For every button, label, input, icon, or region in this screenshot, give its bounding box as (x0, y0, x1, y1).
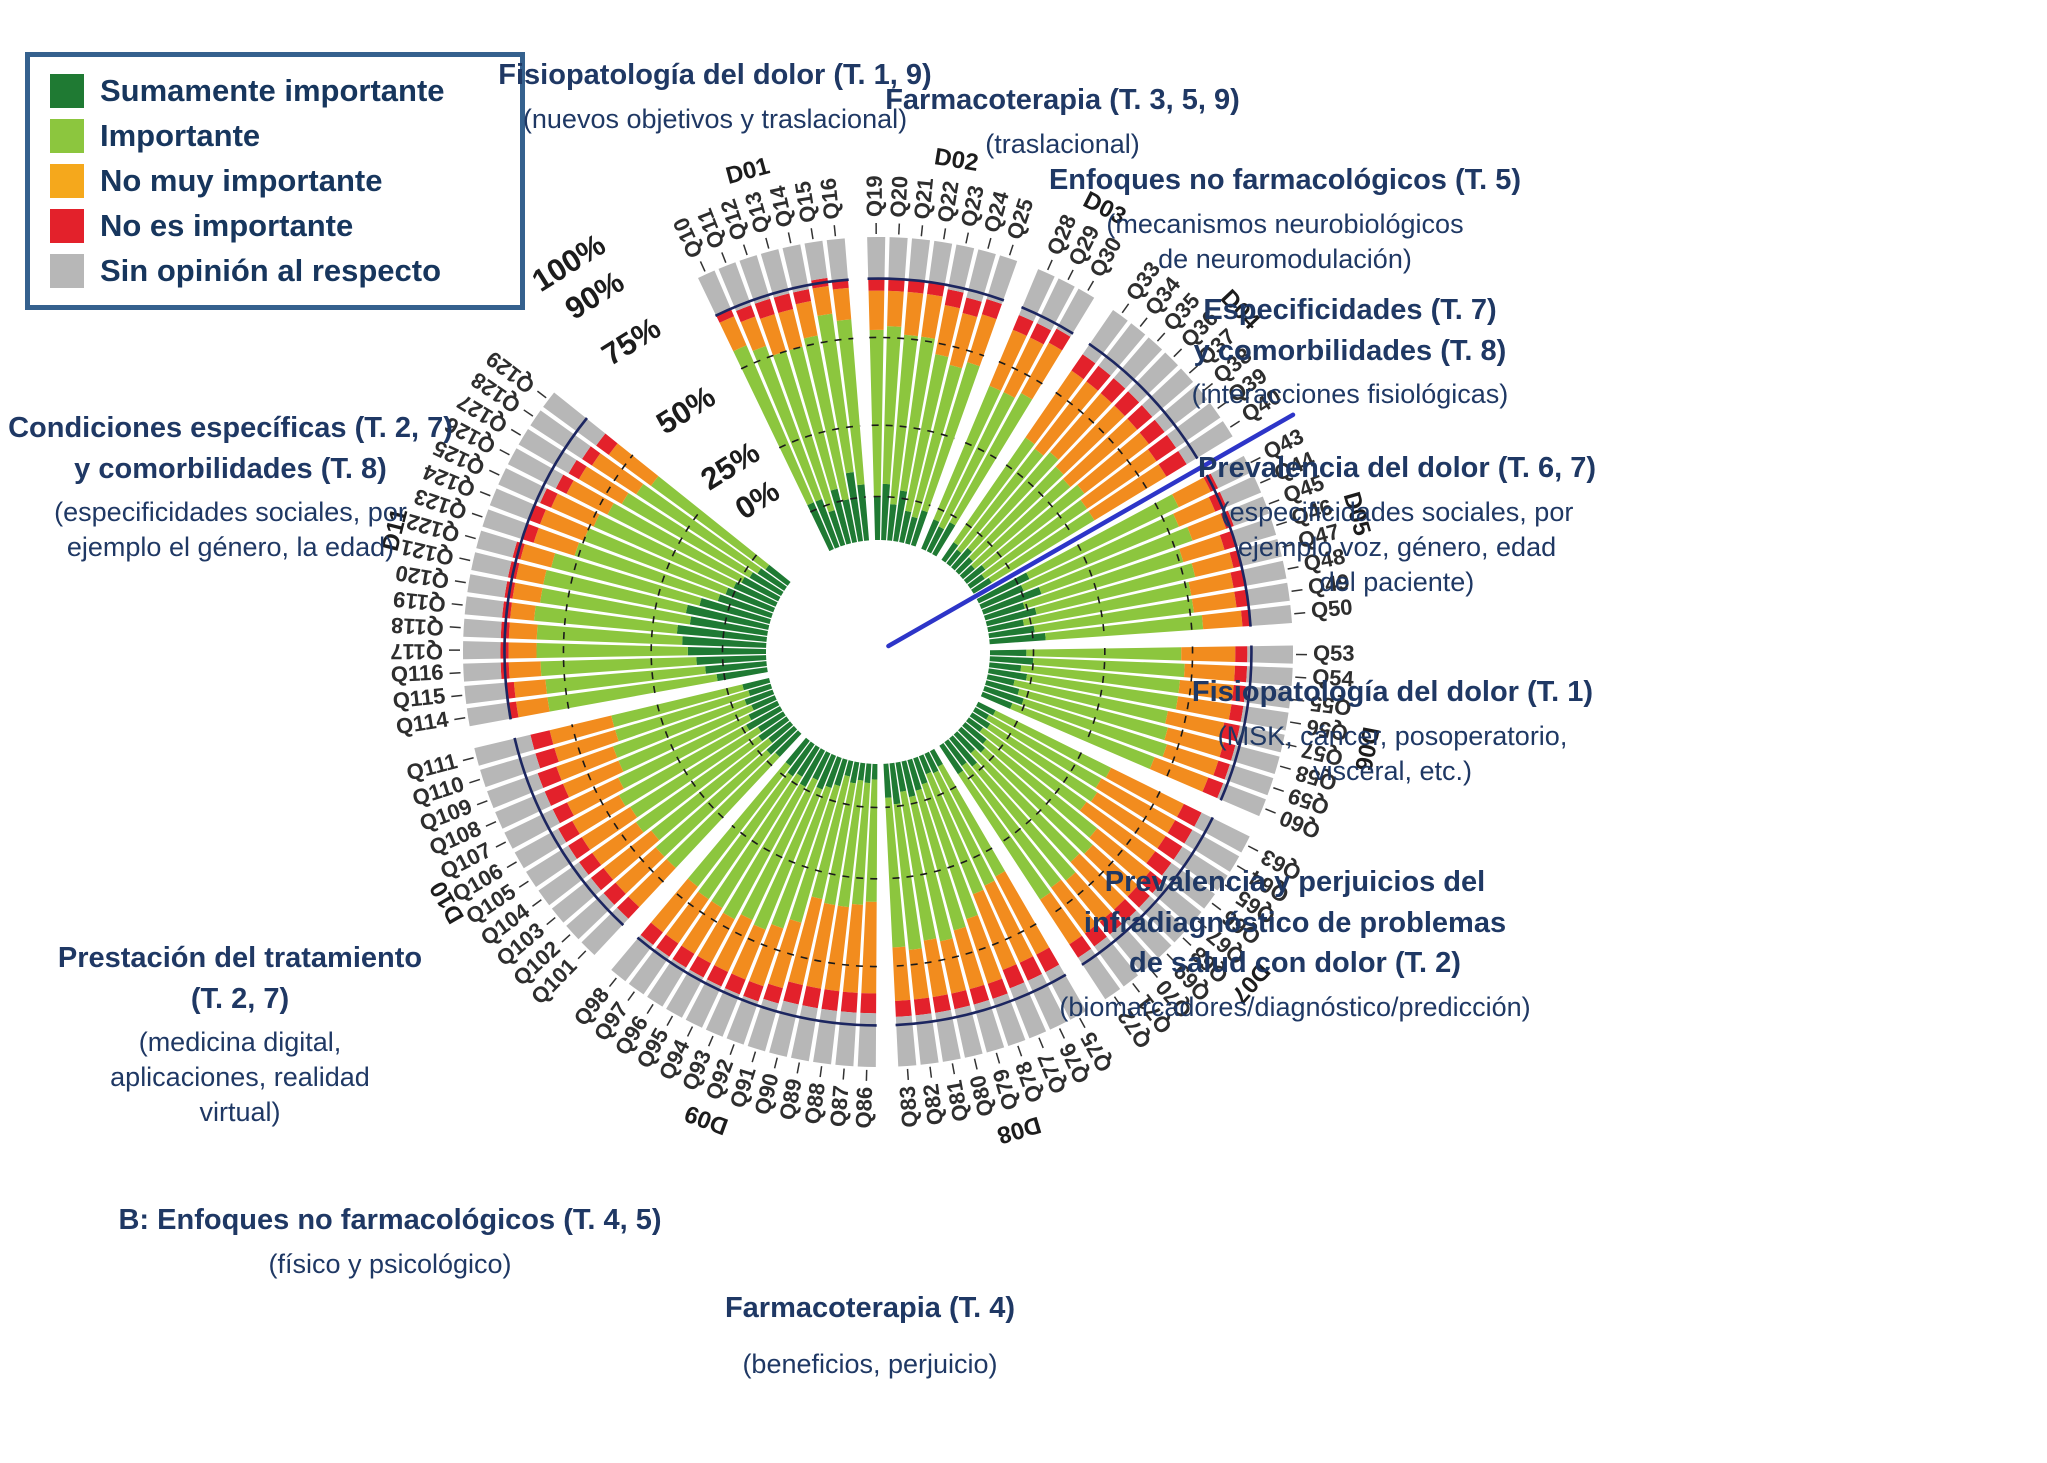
annotation-condiciones-especificas: Condiciones específicas (T. 2, 7) y como… (8, 408, 453, 565)
annotation-title: Farmacoterapia (T. 4) (724, 1292, 1016, 1324)
svg-text:Q49: Q49 (1306, 569, 1351, 600)
legend-label: No es importante (100, 208, 354, 243)
annotation-farmacoterapia-t4: Farmacoterapia (T. 4) (beneficios, perju… (650, 1288, 1090, 1382)
svg-text:Q86: Q86 (851, 1086, 877, 1128)
annotation-b-enfoques-t4-5: B: Enfoques no farmacológicos (T. 4, 5) … (95, 1200, 685, 1282)
legend-label: Importante (100, 118, 261, 153)
legend-item-no-muy-importante: No muy importante (50, 163, 500, 199)
annotation-subtitle: (nuevos objetivos y traslacional) (522, 103, 908, 134)
svg-text:Q19: Q19 (862, 175, 887, 217)
svg-text:Q115: Q115 (392, 683, 447, 713)
annotation-title: B: Enfoques no farmacológicos (T. 4, 5) (118, 1204, 662, 1236)
svg-text:Q21: Q21 (909, 176, 938, 220)
annotation-subtitle: (físico y psicológico) (268, 1248, 512, 1279)
legend-swatch-light-green (50, 119, 84, 153)
svg-text:D08: D08 (994, 1111, 1044, 1149)
annotation-title: Condiciones específicas (T. 2, 7) y como… (8, 412, 453, 485)
annotation-subtitle: (MSK, cáncer, posoperatorio, visceral, e… (1217, 720, 1568, 786)
annotation-enfoques-t5: Enfoques no farmacológicos (T. 5) (mecan… (1025, 160, 1545, 277)
annotation-prevalencia-perjuicios-t2: Prevalencia y perjuicios del infradiagnó… (1035, 862, 1555, 1025)
annotation-title: Prevalencia del dolor (T. 6, 7) (1197, 452, 1597, 484)
annotation-farmacoterapia-t3-5-9: Farmacoterapia (T. 3, 5, 9) (traslaciona… (830, 80, 1295, 162)
legend-item-importante: Importante (50, 118, 500, 154)
svg-text:Q20: Q20 (885, 175, 912, 218)
svg-text:Q117: Q117 (390, 639, 443, 664)
annotation-title: Farmacoterapia (T. 3, 5, 9) (885, 84, 1240, 116)
legend-swatch-gray (50, 254, 84, 288)
svg-text:50%: 50% (650, 379, 721, 442)
svg-text:Q116: Q116 (390, 659, 444, 687)
svg-text:75%: 75% (596, 310, 667, 373)
legend-box: Sumamente importante Importante No muy i… (25, 52, 525, 310)
annotation-fisiopatologia-t1: Fisiopatología del dolor (T. 1) (MSK, cá… (1160, 672, 1625, 789)
annotation-subtitle: (biomarcadores/diagnóstico/predicción) (1059, 991, 1531, 1022)
annotation-especificidades: Especificidades (T. 7) y comorbilidades … (1125, 290, 1575, 412)
annotation-subtitle: (medicina digital, aplicaciones, realida… (110, 1027, 370, 1128)
annotation-prestacion-tratamiento: Prestación del tratamiento (T. 2, 7) (me… (40, 938, 440, 1130)
annotation-subtitle: (especificidades sociales, por ejemplo e… (54, 497, 407, 563)
annotation-fisiopatologia-t1-9: Fisiopatología del dolor (T. 1, 9) (nuev… (455, 55, 975, 137)
svg-text:Q88: Q88 (800, 1081, 830, 1126)
annotation-title: Enfoques no farmacológicos (T. 5) (1048, 164, 1522, 196)
annotation-subtitle: (interacciones fisiológicas) (1191, 379, 1509, 410)
legend-item-no-es-importante: No es importante (50, 208, 500, 244)
svg-text:Q119: Q119 (392, 586, 447, 617)
svg-text:Q82: Q82 (918, 1082, 948, 1126)
legend-label: Sumamente importante (100, 73, 445, 108)
annotation-subtitle: (mecanismos neurobiológicos de neuromodu… (1106, 208, 1464, 274)
legend-swatch-red (50, 209, 84, 243)
annotation-prevalencia-t6-7: Prevalencia del dolor (T. 6, 7) (especif… (1163, 448, 1631, 600)
svg-text:D01: D01 (723, 152, 773, 190)
svg-text:Q54: Q54 (1312, 664, 1356, 692)
legend-item-sin-opinion: Sin opinión al respecto (50, 253, 500, 289)
annotation-subtitle: (traslacional) (985, 128, 1140, 159)
svg-text:D09: D09 (681, 1099, 732, 1140)
annotation-title: Especificidades (T. 7) y comorbilidades … (1193, 294, 1507, 367)
svg-text:Q83: Q83 (895, 1085, 923, 1128)
legend-swatch-dark-green (50, 74, 84, 108)
legend-label: Sin opinión al respecto (100, 253, 442, 288)
legend-label: No muy importante (100, 163, 383, 198)
legend-item-sumamente: Sumamente importante (50, 73, 500, 109)
svg-text:Q118: Q118 (390, 613, 444, 641)
annotation-title: Fisiopatología del dolor (T. 1, 9) (498, 59, 932, 91)
svg-text:Q16: Q16 (815, 177, 844, 221)
annotation-title: Prevalencia y perjuicios del infradiagnó… (1083, 866, 1507, 980)
svg-text:Q87: Q87 (825, 1084, 853, 1127)
svg-text:Q53: Q53 (1313, 640, 1355, 665)
svg-text:Q55: Q55 (1309, 691, 1353, 721)
annotation-subtitle: (beneficios, perjuicio) (742, 1348, 998, 1379)
annotation-subtitle: (especificidades sociales, por ejemplo v… (1220, 496, 1574, 597)
legend-swatch-orange (50, 164, 84, 198)
annotation-title: Prestación del tratamiento (T. 2, 7) (57, 942, 423, 1015)
svg-text:Q50: Q50 (1310, 594, 1354, 623)
annotation-title: Fisiopatología del dolor (T. 1) (1191, 676, 1594, 708)
